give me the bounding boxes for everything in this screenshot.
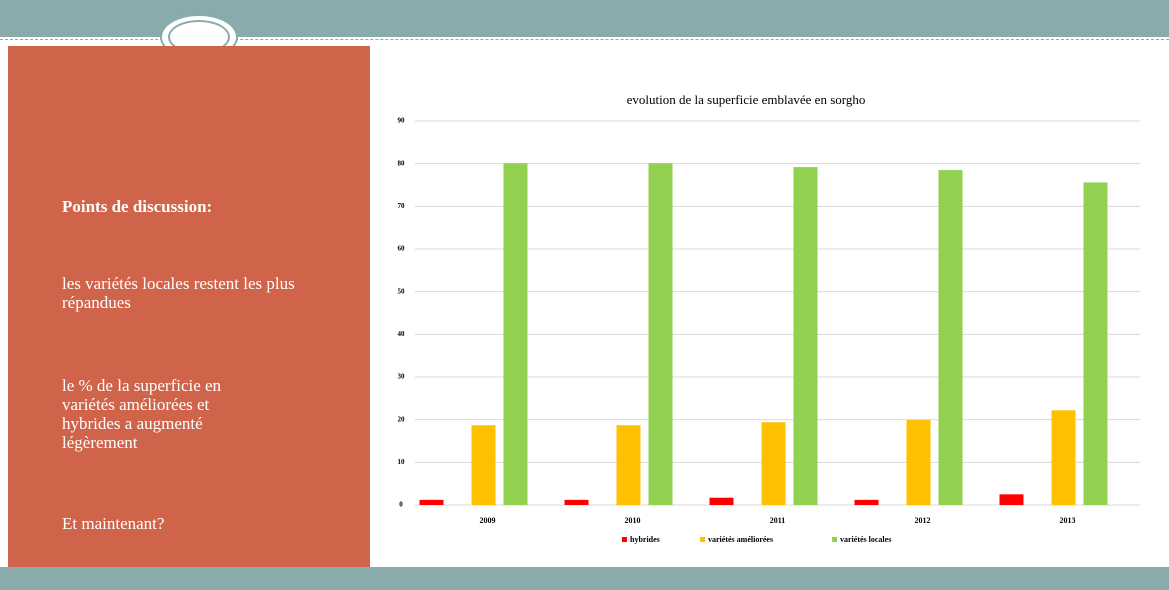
legend-label: hybrides	[630, 535, 660, 544]
y-tick-label: 70	[398, 202, 406, 210]
point: le % de la superficie en variétés amélio…	[62, 376, 222, 452]
x-tick-label: 2012	[915, 516, 931, 525]
point: Et maintenant?	[62, 514, 165, 533]
bar	[761, 422, 786, 505]
y-tick-label: 50	[398, 287, 406, 295]
chart-title: evolution de la superficie emblavée en s…	[627, 92, 866, 107]
legend-swatch	[622, 537, 627, 542]
y-tick-label: 30	[398, 373, 406, 381]
bar	[648, 163, 673, 506]
x-tick-label: 2011	[770, 516, 786, 525]
point: les variétés locales restent les plus ré…	[62, 274, 295, 312]
y-tick-label: 80	[398, 159, 406, 167]
heading: Points de discussion:	[62, 197, 213, 216]
side-panel: Points de discussion: les variétés local…	[8, 46, 370, 567]
y-tick-label: 40	[398, 330, 406, 338]
x-tick-label: 2010	[625, 516, 641, 525]
dashed-rule	[0, 39, 1169, 40]
y-tick-label: 60	[398, 245, 406, 253]
legend-label: variétés améliorées	[708, 535, 773, 544]
bar	[906, 420, 931, 505]
bar	[938, 170, 963, 506]
legend-label: variétés locales	[840, 535, 891, 544]
bar	[854, 499, 879, 505]
x-tick-label: 2009	[480, 516, 496, 525]
bottom-band	[0, 567, 1169, 590]
bar	[793, 167, 818, 505]
bar	[471, 425, 496, 505]
bar	[1051, 410, 1076, 505]
y-tick-label: 0	[399, 501, 403, 509]
legend-swatch	[832, 537, 837, 542]
y-tick-label: 20	[398, 415, 406, 423]
bar	[709, 497, 734, 505]
y-tick-label: 90	[398, 117, 406, 125]
bar	[503, 163, 528, 506]
legend-swatch	[700, 537, 705, 542]
bar	[999, 494, 1024, 505]
bar	[419, 499, 444, 505]
y-tick-label: 10	[398, 458, 406, 466]
bar	[1083, 182, 1108, 505]
bar	[616, 425, 641, 505]
bar	[564, 499, 589, 505]
x-tick-label: 2013	[1060, 516, 1076, 525]
